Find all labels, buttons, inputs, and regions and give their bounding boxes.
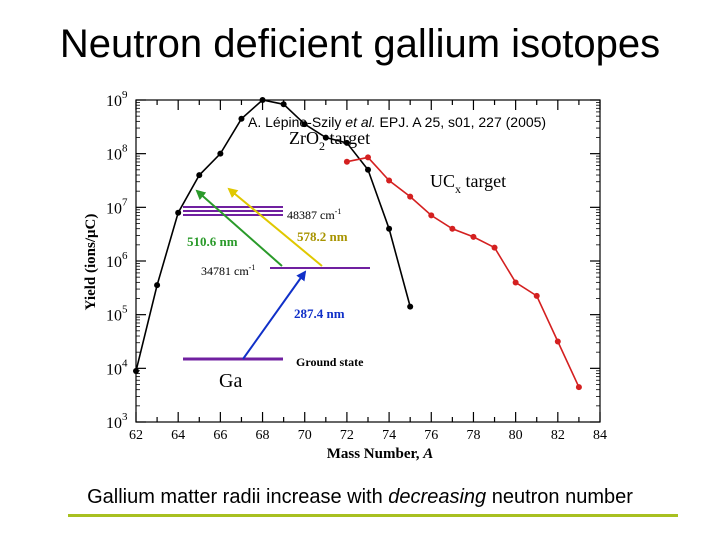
x-tick-label: 74 (382, 428, 396, 443)
data-point-1 (343, 158, 350, 165)
data-point-1 (428, 212, 435, 219)
data-point-1 (512, 279, 519, 286)
data-point-0 (365, 166, 371, 173)
energy-level-inset: 48387 cm-1 34781 cm-1 Ground state 510.6… (183, 187, 370, 392)
y-tick-label: 103 (106, 411, 128, 432)
x-tick-label: 78 (466, 428, 480, 443)
transition-label-578: 578.2 nm (297, 229, 348, 244)
x-tick-label: 76 (424, 428, 438, 443)
data-point-0 (133, 368, 139, 375)
y-tick-label: 108 (106, 143, 128, 164)
x-tick-label: 70 (298, 428, 312, 443)
transition-label-287: 287.4 nm (294, 306, 345, 321)
footer-underline (68, 514, 678, 517)
x-axis-label-text: Mass Number, (327, 446, 420, 462)
footer-prefix: Gallium matter radii increase with (87, 486, 389, 508)
data-point-1 (491, 244, 498, 251)
level-label-34781: 34781 cm-1 (201, 263, 255, 278)
data-series (133, 97, 582, 391)
y-axis-label: Yield (ions/μC) (83, 214, 99, 311)
footer-suffix: neutron number (486, 486, 633, 508)
element-label-ga: Ga (219, 370, 242, 392)
x-tick-label: 72 (340, 428, 354, 443)
series-line-0 (135, 99, 411, 372)
x-tick-labels: 62 64 66 68 70 72 74 76 78 80 82 84 (129, 428, 607, 443)
y-tick-label: 109 (106, 89, 128, 110)
data-point-0 (217, 150, 224, 157)
data-point-0 (154, 282, 161, 289)
data-point-1 (554, 338, 561, 345)
data-point-0 (238, 115, 245, 122)
data-point-0 (343, 139, 350, 146)
data-point-1 (533, 292, 540, 299)
data-point-0 (259, 97, 266, 103)
data-point-0 (196, 172, 203, 179)
citation-prefix: A. Lépine-Szily (248, 114, 346, 130)
series-label-ucx: UCx target (430, 171, 506, 196)
data-point-0 (407, 303, 414, 310)
x-axis-label-var: A (422, 446, 433, 462)
data-point-1 (575, 384, 582, 391)
plot-frame (135, 99, 601, 423)
y-tick-label: 104 (106, 357, 128, 378)
data-point-1 (386, 177, 393, 184)
slide-title: Neutron deficient gallium isotopes (59, 22, 661, 66)
data-point-0 (386, 225, 393, 232)
x-tick-label: 80 (509, 428, 523, 443)
x-tick-label: 64 (171, 428, 185, 443)
citation-suffix: EPJ. A 25, s01, 227 (2005) (375, 114, 547, 130)
transition-arrow-yellow (227, 187, 323, 267)
footer-emph: decreasing (388, 486, 487, 508)
citation: A. Lépine-Szily et al. EPJ. A 25, s01, 2… (248, 114, 546, 130)
citation-etal: et al. (345, 114, 376, 130)
data-point-0 (280, 101, 287, 108)
data-point-1 (470, 233, 477, 240)
x-tick-label: 66 (213, 428, 227, 443)
level-label-48387: 48387 cm-1 (287, 207, 341, 222)
data-point-0 (322, 134, 329, 141)
data-point-1 (365, 154, 371, 161)
level-label-ground: Ground state (296, 355, 364, 369)
y-tick-label: 105 (106, 304, 128, 325)
y-tick-label: 106 (106, 250, 128, 271)
footer-text: Gallium matter radii increase with decre… (0, 486, 720, 509)
plot-axes (135, 99, 601, 423)
x-tick-label: 84 (593, 428, 607, 443)
transition-label-510: 510.6 nm (187, 234, 238, 249)
data-point-1 (407, 193, 414, 200)
data-point-0 (301, 121, 308, 128)
x-axis-label: Mass Number, A (327, 446, 434, 462)
x-tick-label: 82 (551, 428, 565, 443)
series-label-zro2: ZrO2 target (289, 128, 370, 153)
data-point-1 (449, 225, 456, 232)
data-point-0 (175, 209, 182, 216)
y-tick-labels: 103 104 105 106 107 108 109 (106, 89, 128, 432)
transition-arrow-blue (242, 270, 307, 360)
x-tick-label: 68 (256, 428, 270, 443)
y-tick-label: 107 (106, 196, 128, 217)
transition-arrow-green (195, 189, 283, 267)
series-line-1 (346, 156, 580, 388)
x-tick-label: 62 (129, 428, 143, 443)
